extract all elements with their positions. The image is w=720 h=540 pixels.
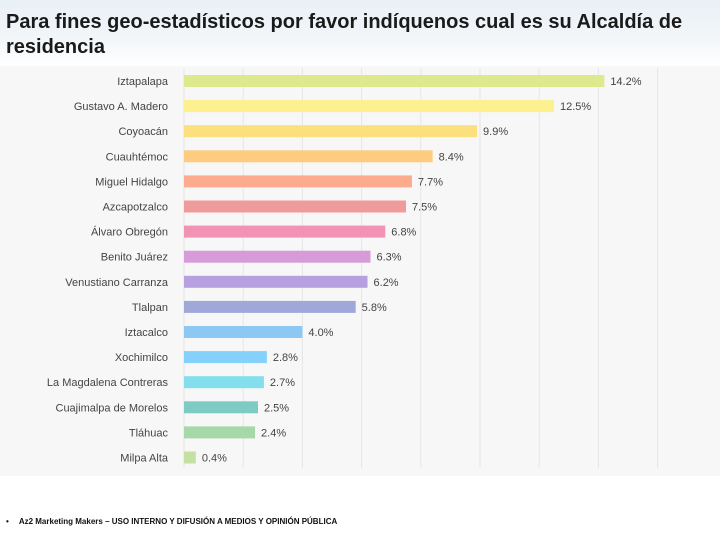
bar <box>184 225 386 238</box>
value-label: 4.0% <box>308 327 333 339</box>
value-label: 6.8% <box>391 227 416 239</box>
category-label: Azcapotzalco <box>103 202 168 214</box>
bar <box>184 326 303 338</box>
category-label: Álvaro Obregón <box>91 226 168 239</box>
bar <box>184 125 478 138</box>
bar <box>184 175 412 188</box>
category-label: Tláhuac <box>129 427 169 439</box>
category-label: La Magdalena Contreras <box>47 377 169 389</box>
category-label: Cuajimalpa de Morelos <box>56 402 169 414</box>
bar <box>184 401 258 414</box>
value-label: 6.2% <box>374 277 399 289</box>
category-label: Iztacalco <box>125 327 168 339</box>
value-label: 8.4% <box>439 151 464 163</box>
bar <box>184 275 368 288</box>
bar <box>184 75 605 87</box>
value-label: 7.5% <box>412 202 437 214</box>
bar <box>184 150 433 163</box>
category-label: Benito Juárez <box>101 252 168 264</box>
bar <box>184 376 264 389</box>
value-label: 9.9% <box>483 126 508 138</box>
value-label: 2.4% <box>261 427 286 439</box>
category-label: Venustiano Carranza <box>65 277 169 289</box>
value-label: 6.3% <box>376 252 401 264</box>
value-label: 12.5% <box>560 101 591 113</box>
footer-bullet: • <box>6 517 9 526</box>
value-label: 2.8% <box>273 352 298 364</box>
page-title: Para fines geo-estadísticos por favor in… <box>6 11 683 58</box>
bar <box>184 250 371 263</box>
bar <box>184 300 356 313</box>
category-label: Xochimilco <box>115 352 168 364</box>
bar <box>184 351 267 364</box>
footer: • Az2 Marketing Makers – USO INTERNO Y D… <box>6 517 706 526</box>
category-label: Miguel Hidalgo <box>95 176 168 188</box>
value-label: 5.8% <box>362 302 387 314</box>
header-band <box>0 0 720 66</box>
category-label: Cuauhtémoc <box>106 151 169 163</box>
value-label: 0.4% <box>202 453 227 465</box>
value-label: 7.7% <box>418 176 443 188</box>
category-label: Iztapalapa <box>117 76 169 88</box>
bar <box>184 451 196 464</box>
category-label: Coyoacán <box>118 126 168 138</box>
bar <box>184 200 406 213</box>
footer-text: Az2 Marketing Makers – USO INTERNO Y DIF… <box>18 517 338 526</box>
value-label: 2.7% <box>270 377 295 389</box>
category-label: Milpa Alta <box>120 453 169 465</box>
value-label: 14.2% <box>610 76 641 88</box>
category-label: Gustavo A. Madero <box>74 101 168 113</box>
bar <box>184 100 554 113</box>
value-label: 2.5% <box>264 402 289 414</box>
category-label: Tlalpan <box>132 302 168 314</box>
bar-chart: Iztapalapa 14.2% Gustavo A. Madero 12.5% Coy… <box>47 68 659 468</box>
bar <box>184 426 256 439</box>
